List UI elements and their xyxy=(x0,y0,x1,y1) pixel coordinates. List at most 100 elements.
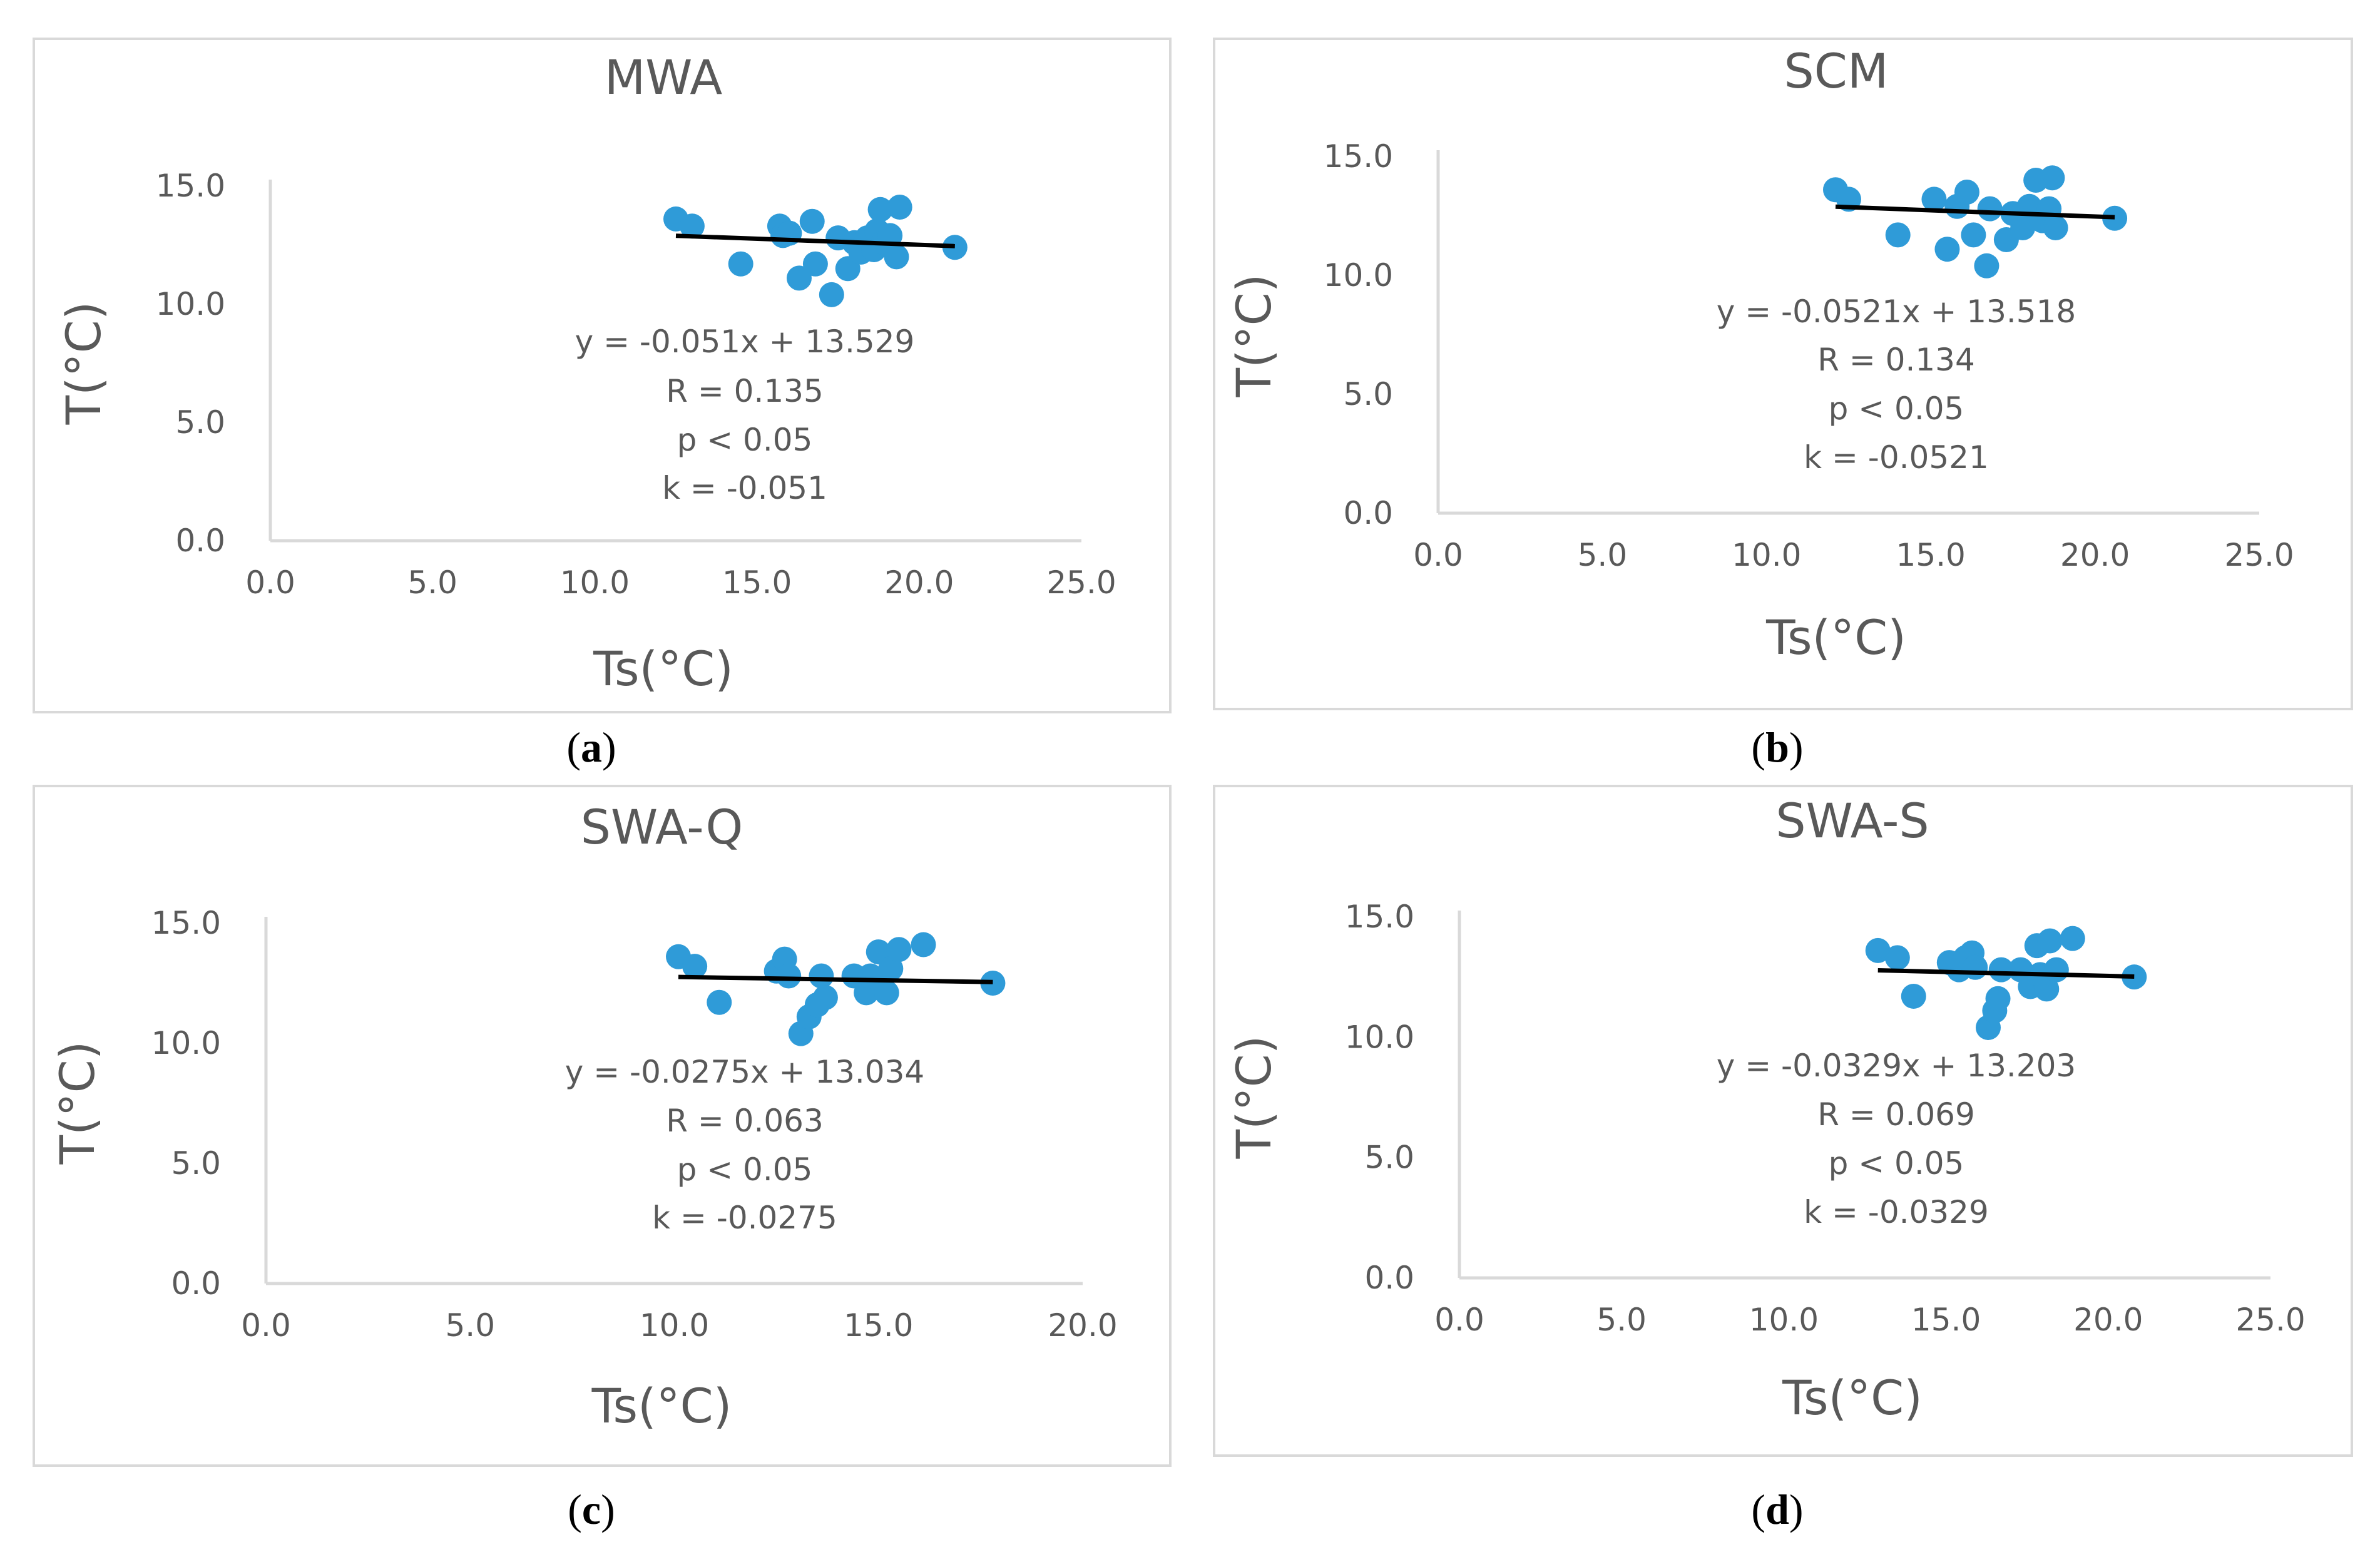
y-tick-label: 15.0 xyxy=(1345,899,1414,935)
x-tick-label: 0.0 xyxy=(245,564,295,601)
y-tick-label: 0.0 xyxy=(1343,495,1393,531)
caption-d-open: ( xyxy=(1751,1486,1766,1533)
y-tick-label: 5.0 xyxy=(1343,376,1393,412)
annotation-label: y = -0.0275x + 13.034 xyxy=(565,1054,925,1090)
x-tick-label: 5.0 xyxy=(445,1307,495,1344)
annotation-label: R = 0.063 xyxy=(666,1103,824,1139)
data-point xyxy=(812,985,838,1011)
scatter-chart-a: 0.0 5.0 10.0 15.0 20.0 25.0 0.0 5.0 10.0 15.0 MWA T… xyxy=(56,49,1116,697)
chart-panel-a: 0.0 5.0 10.0 15.0 20.0 25.0 0.0 5.0 10.0 15.0 MWA T… xyxy=(0,0,1189,782)
data-point xyxy=(2010,215,2036,240)
y-tick-label: 10.0 xyxy=(1324,257,1393,294)
y-axis-title: T(°C) xyxy=(1226,274,1282,398)
annotation-label: R = 0.134 xyxy=(1817,342,1975,378)
data-point xyxy=(878,956,904,981)
x-tick-label: 25.0 xyxy=(1046,564,1116,601)
caption-a: (a) xyxy=(466,723,717,772)
y-tick-label: 10.0 xyxy=(151,1025,221,1061)
annotation-label: k = -0.0329 xyxy=(1804,1194,1989,1230)
annotation-label: y = -0.0329x + 13.203 xyxy=(1717,1048,2076,1084)
chart-title: MWA xyxy=(605,49,723,105)
annotation-label: p < 0.05 xyxy=(677,422,813,458)
data-point xyxy=(942,235,968,260)
x-axis-title: Ts(°C) xyxy=(591,1378,732,1434)
caption-d-letter: d xyxy=(1765,1486,1789,1533)
y-axis-title: T(°C) xyxy=(1226,1036,1282,1160)
caption-d-close: ) xyxy=(1789,1486,1804,1533)
data-point xyxy=(1954,180,1979,205)
x-tick-label: 25.0 xyxy=(2235,1302,2305,1338)
scatter-chart-c: 0.0 5.0 10.0 15.0 20.0 0.0 5.0 10.0 15.0 SWA-Q Ts(… xyxy=(49,799,1118,1434)
chart-title: SWA-S xyxy=(1775,793,1929,849)
data-point xyxy=(2043,215,2068,240)
data-point xyxy=(679,213,705,239)
data-point xyxy=(1865,937,1891,963)
x-tick-label: 25.0 xyxy=(2224,537,2294,573)
chart-frame-a xyxy=(33,38,1172,713)
chart-title: SWA-Q xyxy=(581,799,743,855)
scatter-chart-b: 0.0 5.0 10.0 15.0 20.0 25.0 0.0 5.0 10.0 15.0 SCM T… xyxy=(1226,43,2294,665)
y-axis-title: T(°C) xyxy=(56,302,111,426)
x-tick-label: 20.0 xyxy=(2060,537,2130,573)
x-tick-label: 5.0 xyxy=(1596,1302,1647,1338)
data-point xyxy=(819,282,844,307)
data-point xyxy=(1963,954,1988,980)
data-point xyxy=(802,251,828,277)
chart-panel-d: 0.0 5.0 10.0 15.0 20.0 25.0 0.0 5.0 10.0 15.0 SWA-… xyxy=(1189,782,2380,1557)
y-tick-label: 15.0 xyxy=(151,905,221,941)
chart-title: SCM xyxy=(1784,43,1889,99)
y-tick-label: 0.0 xyxy=(175,523,225,559)
x-tick-label: 5.0 xyxy=(407,564,457,601)
data-point xyxy=(1974,253,2000,278)
y-tick-label: 0.0 xyxy=(1364,1260,1414,1296)
trendline xyxy=(1877,967,2135,979)
x-axis-title: Ts(°C) xyxy=(1765,610,1906,665)
caption-b-close: ) xyxy=(1789,723,1804,771)
trendline xyxy=(1835,204,2115,220)
annotation-label: p < 0.05 xyxy=(1829,391,1964,427)
data-point xyxy=(707,989,732,1015)
annotation-label: R = 0.069 xyxy=(1817,1096,1975,1133)
annotation-label: y = -0.0521x + 13.518 xyxy=(1717,294,2076,330)
data-point xyxy=(786,265,812,291)
caption-c: (c) xyxy=(466,1485,717,1534)
x-tick-label: 0.0 xyxy=(1413,537,1463,573)
x-tick-label: 15.0 xyxy=(1911,1302,1981,1338)
data-point xyxy=(884,244,909,270)
caption-c-letter: c xyxy=(581,1486,601,1533)
annotation-label: k = -0.051 xyxy=(662,470,827,506)
data-point xyxy=(728,251,753,277)
y-tick-label: 5.0 xyxy=(1364,1140,1414,1176)
scatter-chart-d: 0.0 5.0 10.0 15.0 20.0 25.0 0.0 5.0 10.0 15.0 SWA-… xyxy=(1226,793,2306,1426)
y-tick-label: 0.0 xyxy=(171,1265,221,1302)
caption-b: (b) xyxy=(1652,723,1902,772)
data-point xyxy=(886,937,912,962)
data-point xyxy=(1921,186,1947,212)
y-axis-title: T(°C) xyxy=(49,1041,105,1165)
y-tick-label: 5.0 xyxy=(175,404,225,441)
data-point xyxy=(809,963,834,989)
x-tick-label: 15.0 xyxy=(844,1307,913,1344)
data-point xyxy=(911,932,936,957)
caption-d: (d) xyxy=(1652,1485,1902,1534)
annotation-label: k = -0.0521 xyxy=(1804,439,1989,476)
annotation-label: p < 0.05 xyxy=(1829,1145,1964,1182)
x-tick-label: 20.0 xyxy=(884,564,954,601)
data-point xyxy=(887,195,912,220)
y-tick-label: 10.0 xyxy=(156,286,225,322)
annotation-label: R = 0.135 xyxy=(666,373,824,409)
x-tick-label: 10.0 xyxy=(1732,537,1801,573)
x-tick-label: 15.0 xyxy=(722,564,792,601)
annotation-label: y = -0.051x + 13.529 xyxy=(575,324,915,360)
chart-frame-c xyxy=(33,785,1172,1467)
data-point xyxy=(2122,964,2147,990)
data-point xyxy=(1985,986,2011,1011)
annotation-label: p < 0.05 xyxy=(677,1151,813,1188)
y-tick-label: 5.0 xyxy=(171,1145,221,1182)
caption-b-letter: b xyxy=(1765,723,1789,771)
x-tick-label: 10.0 xyxy=(560,564,630,601)
x-tick-label: 15.0 xyxy=(1896,537,1966,573)
data-point xyxy=(776,963,802,989)
caption-c-close: ) xyxy=(601,1486,615,1533)
chart-frame-d xyxy=(1213,785,2353,1457)
